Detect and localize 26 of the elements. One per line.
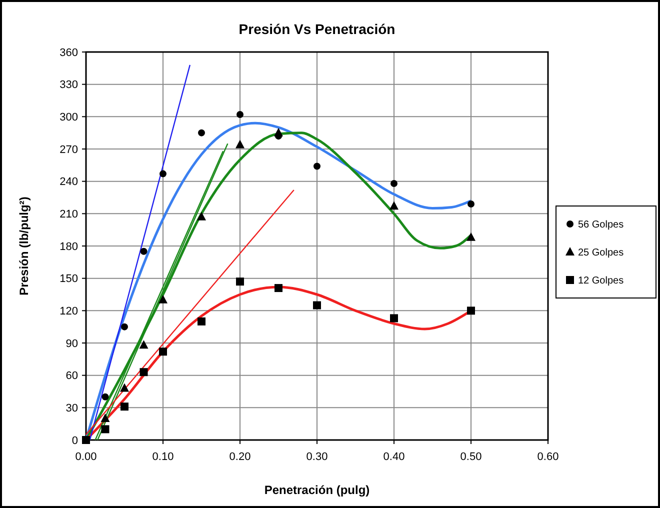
x-tick-label: 0.40: [383, 451, 405, 463]
x-tick-label: 0.10: [152, 451, 174, 463]
y-tick-label: 30: [66, 402, 78, 415]
legend-label: 12 Golpes: [578, 276, 624, 286]
y-tick-label: 0: [72, 434, 78, 447]
y-tick-label: 330: [60, 79, 78, 92]
y-tick-label: 210: [60, 208, 78, 221]
y-tick-label: 150: [60, 273, 78, 286]
y-tick-label: 120: [60, 306, 78, 318]
x-tick-label: 0.00: [75, 451, 97, 463]
x-tick-label: 0.20: [229, 451, 251, 463]
x-tick-label: 0.30: [306, 451, 328, 463]
y-tick-label: 60: [66, 370, 78, 382]
y-tick-label: 240: [60, 176, 78, 188]
y-axis-title: Presión (lb/pulg²): [17, 196, 31, 296]
y-tick-label: 360: [60, 46, 78, 59]
x-tick-label: 0.60: [537, 451, 559, 463]
y-tick-label: 180: [60, 240, 78, 253]
legend-label: 25 Golpes: [578, 248, 624, 258]
x-tick-label: 0.50: [460, 451, 482, 463]
legend-label: 56 Golpes: [578, 220, 624, 230]
y-tick-label: 300: [60, 112, 78, 124]
y-tick-label: 270: [60, 144, 78, 156]
chart-title: Presión Vs Penetración: [238, 21, 396, 37]
x-axis-title: Penetración (pulg): [264, 483, 370, 497]
y-tick-label: 90: [66, 338, 78, 350]
